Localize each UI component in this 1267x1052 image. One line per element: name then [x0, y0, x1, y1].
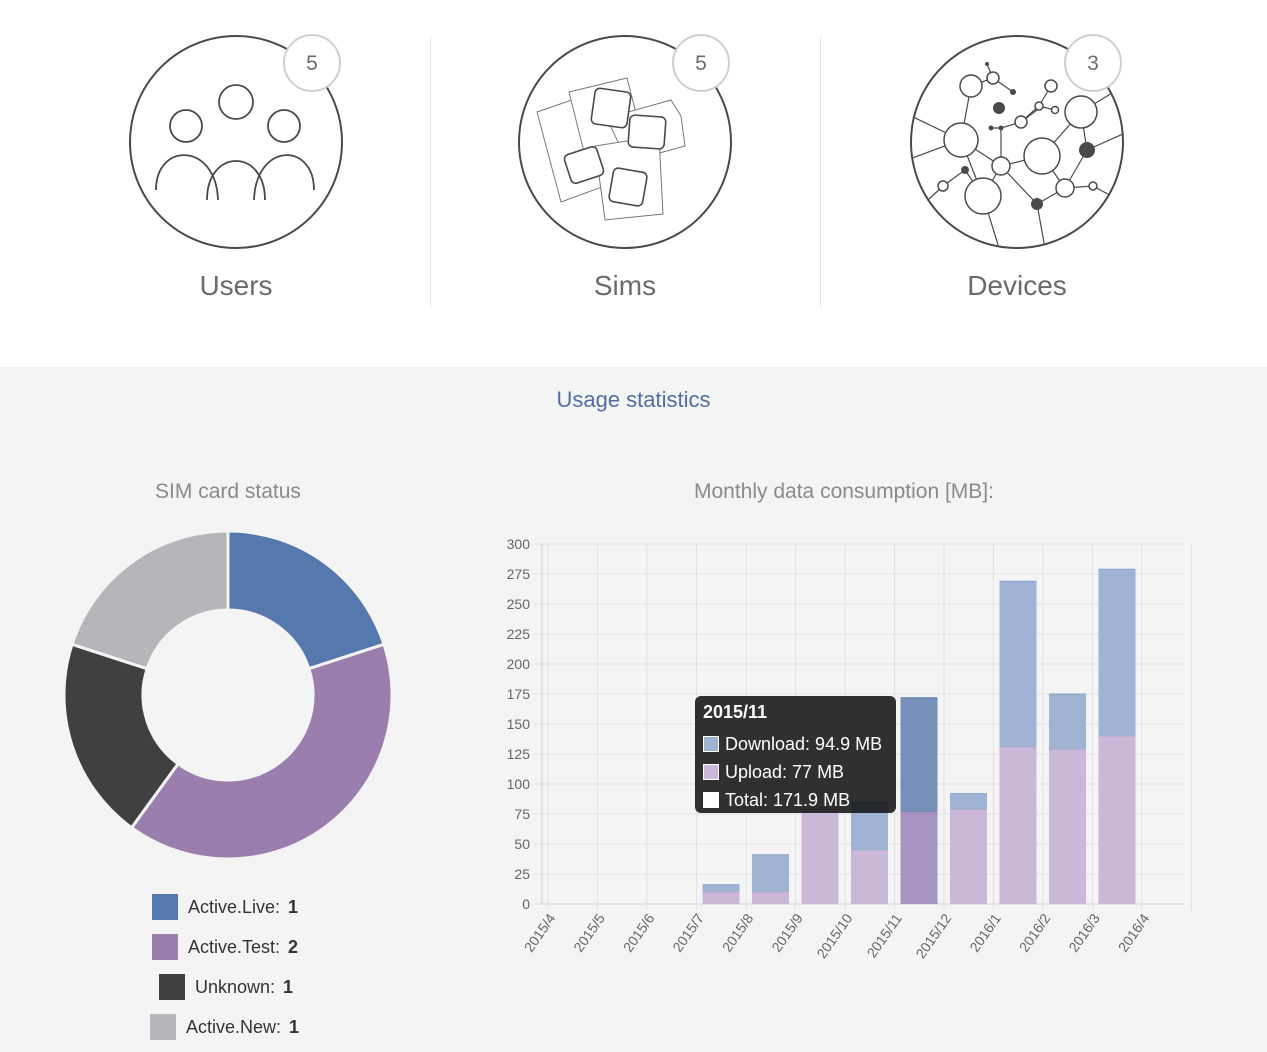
legend-swatch	[159, 974, 185, 1000]
bar-upload-2015/12[interactable]	[950, 809, 987, 904]
y-tick-label: 250	[507, 596, 531, 612]
bar-upload-2015/11[interactable]	[900, 811, 938, 904]
y-tick-label: 0	[522, 896, 530, 912]
donut-slice-active-live[interactable]	[226, 529, 386, 671]
legend-value: 1	[288, 896, 299, 917]
legend-label: Unknown:	[195, 976, 276, 997]
y-tick-label: 275	[507, 566, 531, 582]
users-count-badge	[283, 34, 341, 92]
devices-count: 3	[1087, 52, 1099, 75]
legend-label: Active.Live:	[188, 896, 281, 917]
x-tick-label: 2015/7	[669, 910, 707, 954]
bar-upload-2015/9[interactable]	[801, 808, 839, 904]
devices-label: Devices	[967, 270, 1067, 301]
tooltip-total-row: Total: 171.9 MB	[703, 786, 888, 814]
y-tick-label: 50	[514, 836, 530, 852]
legend-swatch	[150, 1014, 176, 1040]
y-tick-label: 200	[507, 656, 531, 672]
legend-swatch	[152, 894, 178, 920]
legend-value: 1	[283, 976, 294, 997]
legend-item-active-test[interactable]: Active.Test: 2	[152, 934, 298, 960]
bar-download-2015/12[interactable]	[950, 793, 987, 810]
sim-status-title: SIM card status	[155, 480, 301, 503]
usage-statistics-title: Usage statistics	[556, 387, 711, 412]
users-tile[interactable]: 5 Users	[106, 0, 366, 367]
legend-value: 1	[289, 1016, 300, 1037]
x-tick-label: 2016/1	[966, 910, 1004, 954]
x-tick-label: 2015/12	[912, 910, 954, 961]
bar-upload-2016/2[interactable]	[1049, 749, 1086, 904]
tooltip-title: 2015/11	[703, 702, 768, 722]
divider	[820, 36, 821, 308]
bar-upload-2015/10[interactable]	[851, 850, 888, 904]
devices-count-badge	[1064, 34, 1122, 92]
users-count: 5	[306, 52, 318, 75]
sim-status-donut-chart	[62, 529, 394, 861]
tooltip-total-swatch	[703, 792, 719, 808]
bar-upload-2015/8[interactable]	[752, 892, 789, 904]
tooltip-download-row: Download: 94.9 MB	[703, 730, 888, 758]
bar-download-2016/3[interactable]	[1098, 569, 1136, 736]
bar-upload-2016/1[interactable]	[999, 746, 1037, 904]
tooltip-download-swatch	[703, 736, 719, 752]
sims-tile[interactable]: 5 Sims	[495, 0, 755, 367]
x-tick-label: 2016/3	[1065, 910, 1103, 954]
tooltip-download: Download: 94.9 MB	[725, 733, 883, 754]
legend-item-unknown[interactable]: Unknown: 1	[159, 974, 293, 1000]
y-tick-label: 25	[514, 866, 530, 882]
bar-upload-2015/7[interactable]	[702, 892, 740, 904]
y-tick-label: 300	[507, 536, 531, 552]
y-tick-label: 100	[507, 776, 531, 792]
donut-slice-unknown[interactable]	[62, 642, 181, 830]
y-tick-label: 175	[507, 686, 531, 702]
monthly-consumption-title: Monthly data consumption [MB]:	[694, 480, 994, 503]
x-tick-label: 2015/11	[863, 910, 905, 960]
tooltip-upload-swatch	[703, 764, 719, 780]
summary-panel: 5 Users 5 Sims	[0, 0, 1267, 367]
y-tick-label: 125	[507, 746, 531, 762]
sims-label: Sims	[593, 270, 657, 301]
x-tick-label: 2015/10	[813, 910, 855, 961]
x-tick-label: 2015/6	[620, 910, 658, 954]
x-tick-label: 2015/8	[719, 910, 757, 954]
divider	[430, 36, 431, 308]
x-tick-label: 2016/4	[1115, 910, 1153, 954]
tooltip-upload: Upload: 77 MB	[725, 761, 845, 782]
devices-tile[interactable]: 3 Devices	[887, 0, 1147, 367]
legend-label: Active.New:	[186, 1016, 282, 1037]
bar-download-2015/8[interactable]	[752, 854, 789, 892]
sims-count: 5	[695, 52, 707, 75]
x-tick-label: 2016/2	[1016, 910, 1054, 954]
sims-count-badge	[672, 34, 730, 92]
bar-download-2016/1[interactable]	[999, 581, 1037, 747]
legend-swatch	[152, 934, 178, 960]
chart-tooltip: 2015/11 Download: 94.9 MB Upload: 77 MB …	[695, 696, 896, 813]
users-icon: 5	[129, 34, 343, 249]
legend-item-active-live[interactable]: Active.Live: 1	[152, 894, 298, 920]
bar-upload-2016/3[interactable]	[1098, 736, 1136, 904]
bar-download-2015/7[interactable]	[702, 884, 740, 892]
x-tick-label: 2015/4	[521, 910, 559, 954]
donut-slice-active-new[interactable]	[70, 529, 230, 671]
legend-item-active-new[interactable]: Active.New: 1	[150, 1014, 299, 1040]
users-label: Users	[199, 270, 273, 301]
x-tick-label: 2015/5	[570, 910, 608, 954]
tooltip-total: Total: 171.9 MB	[725, 789, 851, 810]
donut-slice-active-test[interactable]	[129, 642, 394, 861]
x-tick-label: 2015/9	[768, 910, 806, 954]
legend-label: Active.Test:	[188, 936, 281, 957]
tooltip-upload-row: Upload: 77 MB	[703, 758, 888, 786]
sim-cards-icon: 5	[518, 34, 732, 249]
bar-download-2016/2[interactable]	[1049, 694, 1086, 750]
y-tick-label: 75	[514, 806, 530, 822]
network-devices-icon: 3	[910, 34, 1124, 249]
y-tick-label: 225	[507, 626, 531, 642]
y-tick-label: 150	[507, 716, 531, 732]
legend-value: 2	[288, 936, 299, 957]
monthly-consumption-bar-chart: 0 25 50 75 100 125 150 175 200 225 250 275 300 2015/4…	[507, 536, 1192, 961]
bar-download-2015/11[interactable]	[900, 697, 938, 812]
